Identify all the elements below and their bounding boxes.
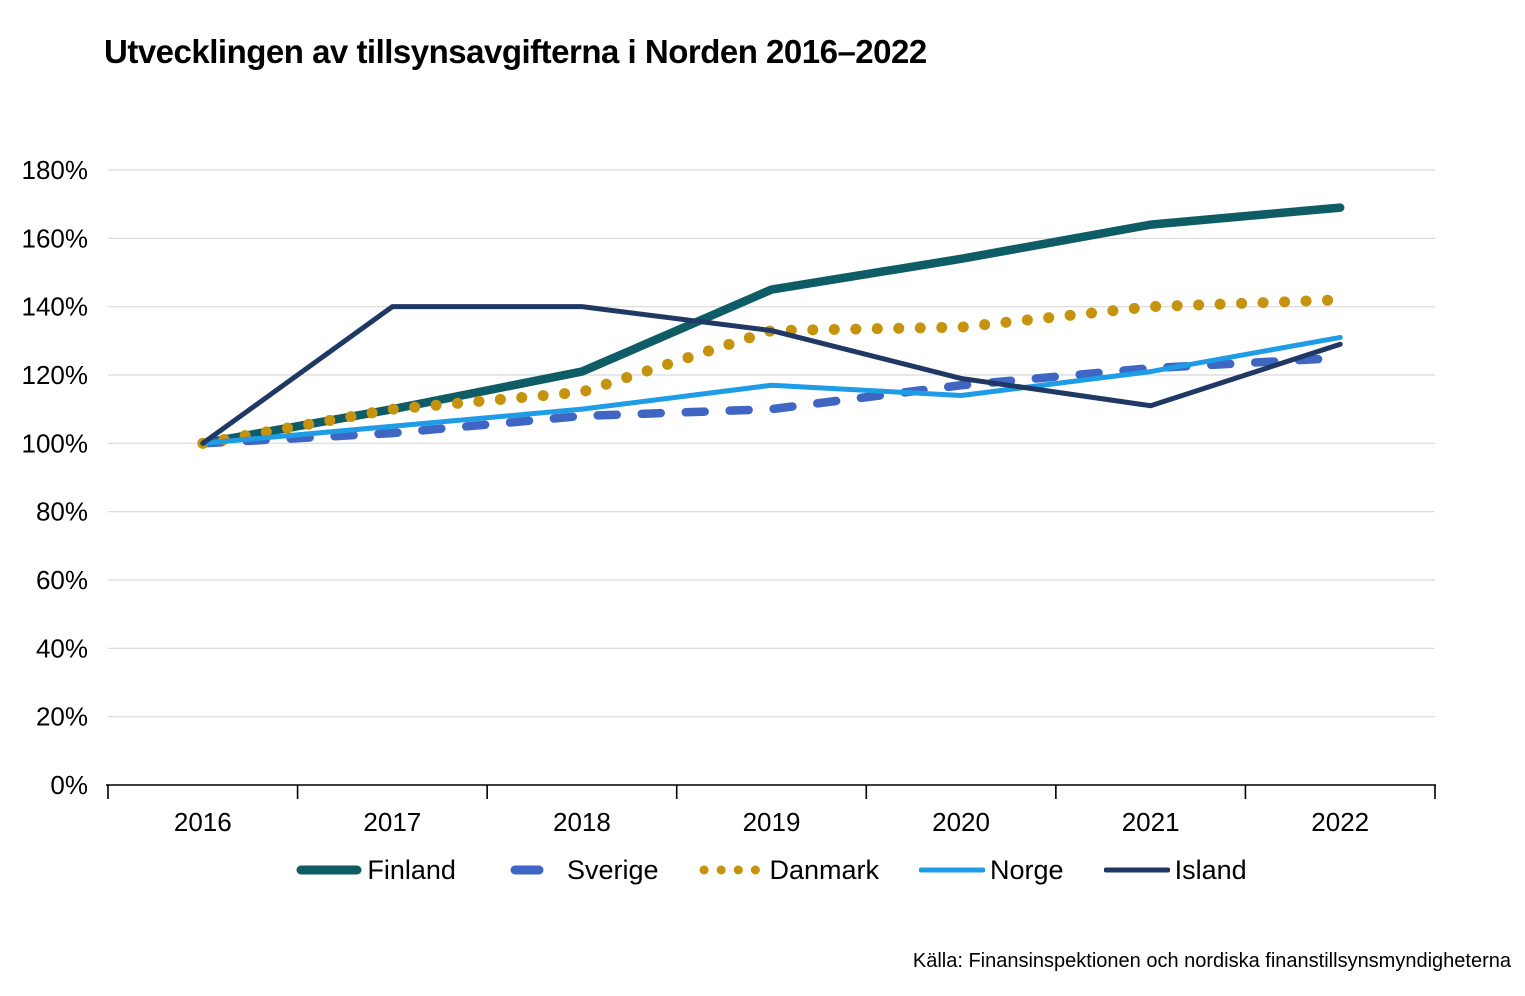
y-axis-label: 0%	[50, 770, 88, 800]
series-line-island	[200, 304, 1343, 446]
x-axis-label: 2017	[363, 807, 421, 837]
y-axis-label: 20%	[36, 702, 88, 732]
legend-swatch-solid-thick	[296, 865, 362, 875]
legend-label: Danmark	[769, 854, 880, 885]
legend-item-sverige: Sverige	[496, 854, 659, 885]
legend-swatch-dotted	[699, 865, 765, 875]
legend-label: Finland	[367, 854, 456, 885]
legend-swatch-dashed	[510, 865, 544, 875]
series-line-norge	[200, 334, 1343, 446]
y-axis-label: 100%	[22, 428, 89, 458]
chart-legend: Finland Sverige Danmark Norge Island	[108, 850, 1435, 890]
x-axis-label: 2016	[174, 807, 232, 837]
y-axis-label: 40%	[36, 633, 88, 663]
x-axis-label: 2019	[743, 807, 801, 837]
x-axis-label: 2018	[553, 807, 611, 837]
legend-swatch-solid-thin	[919, 867, 986, 873]
y-axis-label: 120%	[22, 360, 89, 390]
legend-item-island: Island	[1103, 854, 1247, 885]
y-axis-label: 160%	[22, 223, 89, 253]
legend-item-danmark: Danmark	[698, 854, 880, 885]
series-line-sverige	[198, 353, 1345, 448]
legend-item-norge: Norge	[919, 854, 1064, 885]
x-axis-label: 2020	[932, 807, 990, 837]
source-text: Källa: Finansinspektionen och nordiska f…	[912, 950, 1511, 972]
legend-swatch-solid-thin	[1103, 867, 1170, 873]
legend-label: Island	[1174, 854, 1247, 885]
x-axis-label: 2022	[1311, 807, 1369, 837]
y-axis-label: 180%	[22, 155, 89, 185]
legend-label: Sverige	[566, 854, 659, 885]
y-axis-label: 140%	[22, 292, 89, 322]
y-axis-label: 60%	[36, 565, 88, 595]
chart-title: Utvecklingen av tillsynsavgifterna i Nor…	[104, 33, 927, 70]
legend-item-finland: Finland	[296, 854, 456, 885]
y-axis-label: 80%	[36, 497, 88, 527]
legend-label: Norge	[990, 854, 1064, 885]
x-axis-label: 2021	[1122, 807, 1180, 837]
